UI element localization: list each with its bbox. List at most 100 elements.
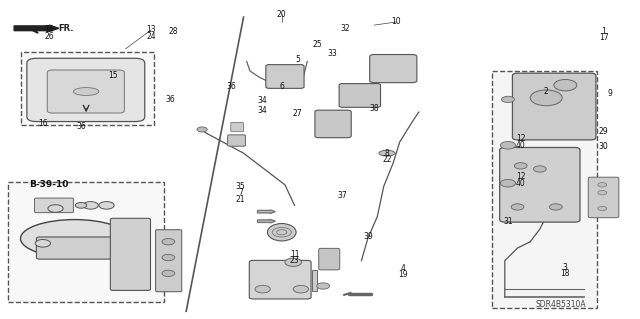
FancyBboxPatch shape bbox=[249, 260, 311, 299]
Text: 27: 27 bbox=[293, 109, 303, 118]
Circle shape bbox=[76, 203, 87, 208]
Circle shape bbox=[162, 254, 175, 261]
Text: 28: 28 bbox=[169, 27, 178, 36]
FancyBboxPatch shape bbox=[47, 70, 124, 113]
FancyBboxPatch shape bbox=[35, 198, 74, 213]
Text: 9: 9 bbox=[607, 89, 612, 98]
Circle shape bbox=[162, 239, 175, 245]
Text: SDR4B5310A: SDR4B5310A bbox=[536, 300, 586, 309]
FancyBboxPatch shape bbox=[266, 65, 304, 88]
Text: 37: 37 bbox=[337, 191, 347, 200]
Text: 7: 7 bbox=[238, 188, 243, 197]
Text: 16: 16 bbox=[38, 119, 47, 128]
FancyBboxPatch shape bbox=[120, 238, 150, 265]
FancyArrow shape bbox=[14, 25, 59, 32]
FancyBboxPatch shape bbox=[370, 55, 417, 83]
Circle shape bbox=[48, 205, 63, 212]
Text: 1: 1 bbox=[601, 27, 606, 36]
Text: 20: 20 bbox=[277, 10, 287, 19]
Text: 33: 33 bbox=[328, 49, 338, 58]
Circle shape bbox=[502, 96, 515, 103]
Circle shape bbox=[534, 166, 546, 172]
FancyBboxPatch shape bbox=[27, 58, 145, 122]
FancyBboxPatch shape bbox=[339, 84, 381, 107]
Circle shape bbox=[554, 79, 577, 91]
Text: 26: 26 bbox=[44, 32, 54, 41]
Circle shape bbox=[511, 204, 524, 210]
Text: 2: 2 bbox=[544, 87, 548, 96]
Text: 23: 23 bbox=[290, 256, 300, 265]
Text: 38: 38 bbox=[369, 104, 379, 113]
Circle shape bbox=[598, 190, 607, 195]
Text: 21: 21 bbox=[236, 195, 245, 204]
Text: 32: 32 bbox=[340, 24, 350, 33]
FancyBboxPatch shape bbox=[588, 177, 619, 218]
FancyBboxPatch shape bbox=[110, 218, 150, 290]
Text: 36: 36 bbox=[165, 95, 175, 104]
Text: 15: 15 bbox=[108, 71, 118, 80]
Text: 5: 5 bbox=[295, 56, 300, 64]
FancyBboxPatch shape bbox=[319, 249, 340, 270]
FancyBboxPatch shape bbox=[228, 135, 246, 146]
Text: FR.: FR. bbox=[59, 24, 74, 33]
FancyBboxPatch shape bbox=[500, 147, 580, 222]
Ellipse shape bbox=[268, 224, 296, 241]
Circle shape bbox=[99, 202, 114, 209]
Circle shape bbox=[598, 206, 607, 211]
Circle shape bbox=[285, 258, 301, 266]
FancyBboxPatch shape bbox=[513, 73, 596, 140]
Text: 25: 25 bbox=[312, 40, 322, 48]
Text: 22: 22 bbox=[382, 155, 392, 164]
Circle shape bbox=[197, 127, 207, 132]
Circle shape bbox=[500, 179, 516, 187]
Circle shape bbox=[162, 270, 175, 277]
Text: 4: 4 bbox=[401, 264, 405, 273]
FancyBboxPatch shape bbox=[36, 237, 119, 259]
Text: 36: 36 bbox=[226, 82, 236, 91]
Circle shape bbox=[598, 182, 607, 187]
Text: 34: 34 bbox=[258, 106, 268, 115]
Circle shape bbox=[35, 240, 51, 247]
Text: 14: 14 bbox=[44, 25, 54, 34]
FancyBboxPatch shape bbox=[231, 122, 244, 132]
FancyBboxPatch shape bbox=[8, 182, 164, 302]
Text: B-39-10: B-39-10 bbox=[29, 180, 69, 189]
Text: 17: 17 bbox=[599, 33, 609, 42]
FancyArrow shape bbox=[257, 219, 275, 223]
FancyArrow shape bbox=[257, 210, 275, 213]
Circle shape bbox=[549, 204, 562, 210]
Text: 30: 30 bbox=[598, 142, 609, 151]
FancyBboxPatch shape bbox=[492, 71, 597, 308]
Text: 11: 11 bbox=[290, 250, 300, 259]
Circle shape bbox=[83, 202, 99, 209]
Text: 18: 18 bbox=[561, 269, 570, 278]
Circle shape bbox=[255, 286, 270, 293]
FancyBboxPatch shape bbox=[20, 52, 154, 125]
Text: 36: 36 bbox=[76, 122, 86, 131]
Circle shape bbox=[293, 286, 308, 293]
Text: 6: 6 bbox=[279, 82, 284, 91]
Text: 8: 8 bbox=[385, 149, 389, 158]
Ellipse shape bbox=[20, 219, 129, 257]
Circle shape bbox=[531, 90, 562, 106]
Text: 39: 39 bbox=[363, 233, 372, 241]
Text: 34: 34 bbox=[258, 97, 268, 106]
Ellipse shape bbox=[74, 87, 99, 95]
Text: 12: 12 bbox=[516, 134, 525, 144]
Text: 31: 31 bbox=[503, 217, 513, 226]
Text: 29: 29 bbox=[599, 127, 609, 136]
Text: 35: 35 bbox=[236, 182, 245, 191]
Text: 13: 13 bbox=[147, 25, 156, 34]
Text: 40: 40 bbox=[516, 179, 525, 188]
Text: 40: 40 bbox=[516, 141, 525, 150]
Text: 24: 24 bbox=[147, 32, 156, 41]
Circle shape bbox=[515, 163, 527, 169]
FancyBboxPatch shape bbox=[156, 230, 182, 292]
FancyBboxPatch shape bbox=[315, 110, 351, 138]
FancyBboxPatch shape bbox=[312, 270, 317, 291]
Circle shape bbox=[500, 141, 516, 149]
Text: 3: 3 bbox=[563, 263, 568, 271]
Text: 19: 19 bbox=[398, 271, 408, 279]
Circle shape bbox=[317, 283, 330, 289]
Text: 10: 10 bbox=[392, 18, 401, 26]
